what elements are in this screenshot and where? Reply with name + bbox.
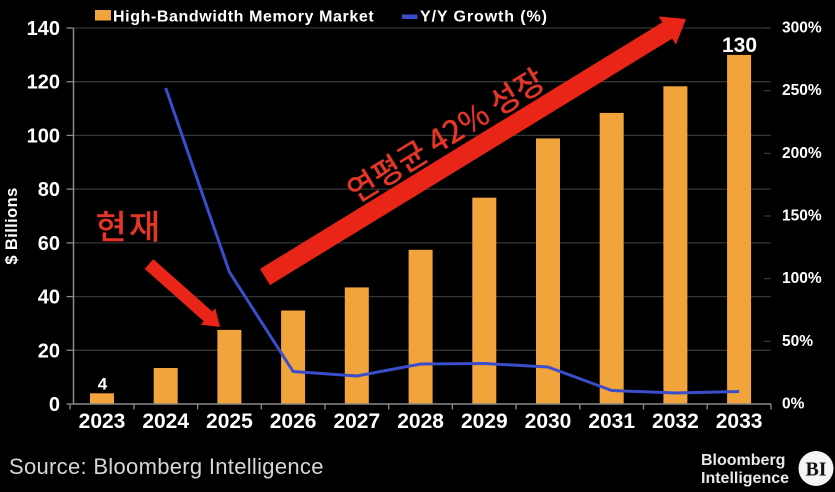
svg-text:2032: 2032 (652, 410, 699, 433)
svg-text:50%: 50% (782, 333, 813, 350)
svg-text:2033: 2033 (716, 410, 763, 433)
svg-text:100: 100 (27, 125, 60, 147)
svg-text:2029: 2029 (461, 410, 508, 433)
svg-text:2031: 2031 (588, 410, 635, 433)
svg-text:Bloomberg: Bloomberg (701, 452, 785, 469)
svg-text:2026: 2026 (270, 410, 317, 433)
svg-text:2028: 2028 (397, 410, 444, 433)
svg-text:140: 140 (27, 18, 60, 40)
svg-text:0%: 0% (782, 396, 805, 413)
svg-text:80: 80 (38, 179, 60, 201)
svg-text:130: 130 (722, 34, 757, 57)
svg-text:2024: 2024 (142, 410, 189, 433)
svg-text:150%: 150% (782, 208, 822, 225)
svg-text:40: 40 (38, 287, 60, 309)
svg-text:2030: 2030 (525, 410, 572, 433)
svg-text:Source: Bloomberg Intelligence: Source: Bloomberg Intelligence (9, 454, 324, 479)
svg-text:200%: 200% (782, 145, 822, 162)
svg-text:0: 0 (49, 394, 60, 416)
svg-text:250%: 250% (782, 82, 822, 99)
svg-text:BI: BI (805, 459, 826, 481)
svg-text:20: 20 (38, 340, 60, 362)
svg-text:2027: 2027 (333, 410, 380, 433)
svg-text:2025: 2025 (206, 410, 253, 433)
svg-text:High-Bandwidth Memory Market: High-Bandwidth Memory Market (113, 9, 374, 26)
svg-text:Intelligence: Intelligence (701, 470, 789, 487)
svg-text:100%: 100% (782, 270, 822, 287)
svg-text:120: 120 (27, 72, 60, 94)
svg-text:Y/Y Growth (%): Y/Y Growth (%) (420, 9, 548, 26)
svg-text:300%: 300% (782, 20, 822, 37)
svg-text:$ Billions: $ Billions (3, 187, 21, 264)
svg-text:4: 4 (98, 375, 108, 394)
svg-text:60: 60 (38, 233, 60, 255)
svg-text:2023: 2023 (79, 410, 126, 433)
